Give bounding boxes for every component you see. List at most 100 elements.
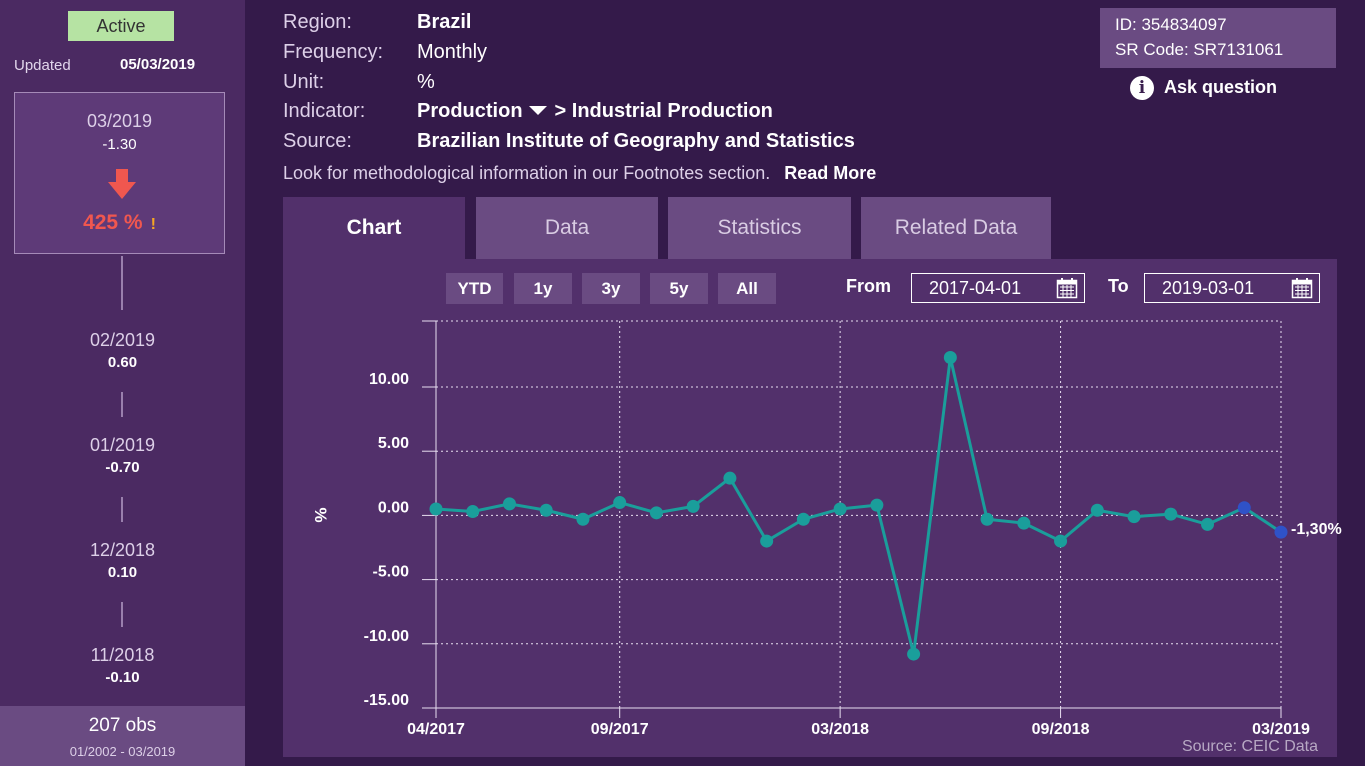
from-date-value: 2017-04-01 [929, 278, 1022, 298]
history-item[interactable]: 02/2019 0.60 [0, 330, 245, 371]
calendar-icon[interactable] [1291, 277, 1313, 299]
history-period: 02/2019 [89, 330, 156, 350]
tab-chart[interactable]: Chart [283, 197, 465, 259]
data-point [943, 350, 957, 364]
updated-date: 05/03/2019 [120, 56, 196, 73]
data-point [649, 506, 663, 520]
calendar-icon[interactable] [1056, 277, 1078, 299]
history-value: 0.10 [107, 564, 138, 581]
history-item[interactable]: 12/2018 0.10 [0, 540, 245, 581]
y-tick-label: -10.00 [364, 628, 409, 645]
to-label: To [1108, 276, 1129, 296]
history-item[interactable]: 11/2018 -0.10 [0, 645, 245, 686]
read-more-link[interactable]: Read More [784, 163, 877, 183]
obs-range: 01/2002 - 03/2019 [69, 744, 176, 759]
data-point [1054, 534, 1068, 548]
history-sidebar: Active Updated 05/03/2019 03/2019 -1.30 … [0, 0, 245, 766]
unit-label: Unit: [283, 71, 325, 93]
history-period: 01/2019 [89, 435, 156, 455]
data-point [760, 534, 774, 548]
frequency-label: Frequency: [283, 41, 384, 63]
data-point [1090, 503, 1104, 517]
data-point [466, 505, 480, 519]
indicator-value: Production > Industrial Production [417, 100, 773, 123]
updated-label: Updated [14, 57, 71, 74]
range-all-button[interactable]: All [718, 273, 776, 304]
to-date-value: 2019-03-01 [1162, 278, 1255, 298]
history-value: 0.60 [107, 354, 138, 371]
from-label: From [846, 276, 891, 296]
y-tick-label: 10.00 [369, 371, 409, 388]
data-point [980, 512, 994, 526]
range-1y-button[interactable]: 1y [514, 273, 572, 304]
tab-statistics[interactable]: Statistics [668, 197, 851, 259]
indicator-child: > Industrial Production [554, 100, 773, 122]
y-tick-label: -5.00 [373, 564, 410, 581]
x-tick-label: 03/2018 [811, 721, 869, 738]
tab-data[interactable]: Data [476, 197, 658, 259]
data-point [429, 502, 443, 516]
caret-down-icon[interactable] [528, 105, 547, 115]
timeline-connector [121, 392, 123, 417]
y-tick-label: 5.00 [378, 435, 409, 452]
observations-summary: 207 obs 01/2002 - 03/2019 [0, 706, 245, 766]
y-tick-label: -15.00 [364, 692, 409, 709]
range-ytd-button[interactable]: YTD [446, 273, 503, 304]
footnote-note: Look for methodological information in o… [283, 163, 876, 184]
x-tick-label: 09/2017 [591, 721, 649, 738]
tab-related-data[interactable]: Related Data [861, 197, 1051, 259]
to-date-input[interactable]: 2019-03-01 [1144, 273, 1320, 303]
unit-value: % [417, 71, 435, 93]
y-axis-title: % [311, 507, 330, 522]
from-date-input[interactable]: 2017-04-01 [911, 273, 1085, 303]
data-point [870, 498, 884, 512]
history-value: -0.70 [105, 459, 140, 476]
ask-question-button[interactable]: i Ask question [1130, 76, 1277, 100]
indicator-parent-link[interactable]: Production [417, 100, 523, 122]
data-point [907, 647, 921, 661]
current-value: -1.30 [102, 136, 137, 153]
range-5y-button[interactable]: 5y [650, 273, 708, 304]
history-item[interactable]: 01/2019 -0.70 [0, 435, 245, 476]
obs-count: 207 obs [88, 715, 157, 736]
data-point [1164, 507, 1178, 521]
data-point [1237, 501, 1251, 515]
data-point [613, 496, 627, 510]
source-value: Brazilian Institute of Geography and Sta… [417, 130, 855, 152]
sr-code: SR Code: SR7131061 [1115, 40, 1284, 59]
data-point [796, 512, 810, 526]
timeline-connector [121, 256, 123, 310]
series-id-box: ID: 354834097 SR Code: SR7131061 [1100, 8, 1336, 68]
decline-arrow-icon [108, 169, 136, 199]
y-tick-label: 0.00 [378, 499, 409, 516]
x-tick-label: 03/2019 [1252, 721, 1310, 738]
timeline-connector [121, 602, 123, 627]
frequency-value: Monthly [417, 41, 488, 63]
history-value: -0.10 [105, 669, 140, 686]
chart-panel [283, 259, 1337, 757]
data-point [576, 512, 590, 526]
series-line [435, 357, 1282, 655]
timeline-connector [121, 497, 123, 522]
last-value-label: -1,30% [1291, 521, 1342, 538]
current-period: 03/2019 [86, 111, 153, 131]
history-period: 11/2018 [90, 645, 155, 665]
source-label: Source: [283, 130, 352, 152]
data-point [1127, 510, 1141, 524]
region-value: Brazil [417, 11, 472, 33]
data-point [723, 471, 737, 485]
data-point [833, 502, 847, 516]
data-point [539, 503, 553, 517]
current-observation-card[interactable]: 03/2019 -1.30 425 %! [14, 92, 225, 254]
data-point [1274, 525, 1288, 539]
range-3y-button[interactable]: 3y [582, 273, 640, 304]
region-label: Region: [283, 11, 352, 33]
data-point [1201, 517, 1215, 531]
series-id: ID: 354834097 [1115, 15, 1227, 34]
source-note: Source: CEIC Data [1182, 738, 1318, 755]
status-badge: Active [68, 11, 174, 41]
footnote-text: Look for methodological information in o… [283, 163, 771, 183]
history-period: 12/2018 [89, 540, 156, 560]
ask-question-label: Ask question [1164, 76, 1278, 97]
